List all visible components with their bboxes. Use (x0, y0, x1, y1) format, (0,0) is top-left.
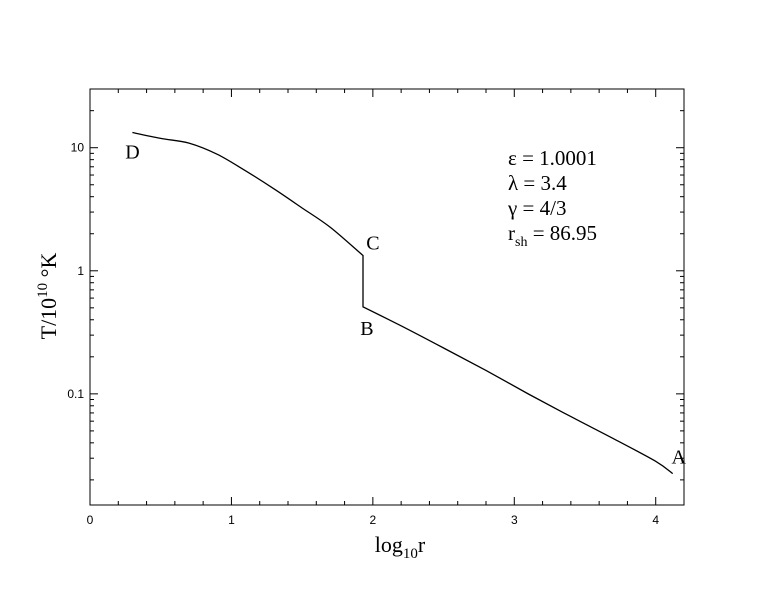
series-line (132, 131, 674, 475)
point-label-a: A (671, 447, 686, 469)
x-axis-title: log10r (375, 532, 426, 562)
annotation-line: ε = 1.0001 (508, 146, 597, 170)
point-label-d: D (125, 141, 139, 163)
y-tick-label: 10 (71, 141, 85, 155)
x-axis: 0 1 2 3 4 (87, 89, 685, 527)
point-label-c: C (366, 233, 379, 255)
y-tick-label: 0.1 (67, 387, 84, 401)
x-tick-label: 1 (228, 513, 235, 527)
x-tick-label: 0 (87, 513, 94, 527)
plot-frame (89, 88, 685, 506)
point-labels: D C B A (125, 141, 686, 468)
y-axis: 0.1 1 10 (67, 88, 684, 481)
annotation-line: γ = 4/3 (507, 196, 566, 220)
point-label-b: B (360, 318, 373, 340)
annotation-line: rsh = 86.95 (508, 221, 597, 250)
annotation-line: λ = 3.4 (508, 171, 567, 195)
y-tick-label: 1 (77, 264, 84, 278)
y-axis-title: T/1010 °K (35, 253, 61, 340)
x-tick-label: 4 (652, 513, 659, 527)
x-tick-label: 3 (511, 513, 518, 527)
x-tick-label: 2 (370, 513, 377, 527)
